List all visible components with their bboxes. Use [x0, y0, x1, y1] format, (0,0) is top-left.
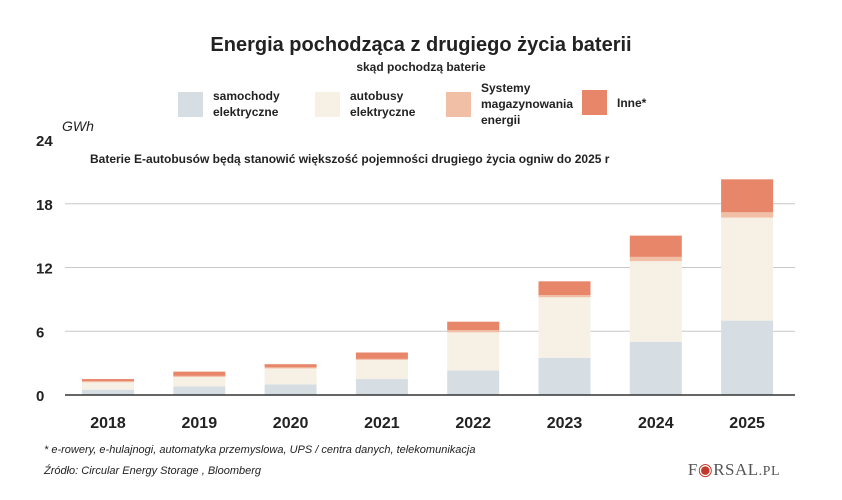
- source-note: Źródło: Circular Energy Storage , Bloomb…: [44, 465, 262, 477]
- bar-segment: [538, 295, 591, 298]
- legend-label: Inne*: [617, 95, 647, 110]
- bar-segment: [538, 357, 591, 395]
- x-tick-label: 2024: [638, 415, 674, 432]
- bar-segment: [629, 235, 682, 257]
- legend-swatch: [178, 91, 203, 117]
- bar-segment: [82, 379, 134, 382]
- bar-segment: [447, 370, 500, 395]
- legend-swatch: [315, 91, 340, 117]
- legend-item-magazynowanie: Systemy magazynowania energii: [446, 80, 573, 128]
- bar-segment: [721, 179, 774, 213]
- x-tick-label: 2025: [729, 415, 765, 432]
- bar-segment: [721, 217, 774, 321]
- footnote: * e-rowery, e-hulajnogi, automatyka prze…: [44, 444, 476, 456]
- bar-segment: [264, 384, 317, 395]
- legend-swatch: [446, 91, 471, 117]
- bar-segment: [447, 332, 500, 371]
- legend-item-autobusy: autobusy elektryczne: [315, 88, 415, 120]
- bar-segment: [355, 359, 408, 380]
- plot-area: 0 6 12 18 24 2018 2019 2020 2021 2022 2023 2024 2025: [36, 133, 795, 432]
- bar-segment: [538, 297, 591, 358]
- bar-segment: [264, 364, 317, 368]
- bar-segment: [629, 341, 682, 395]
- legend-item-inne: Inne*: [582, 90, 646, 115]
- legend-swatch: [582, 90, 607, 115]
- x-tick-label: 2018: [90, 415, 126, 432]
- bar-segment: [173, 386, 226, 395]
- bar-segment: [721, 320, 774, 395]
- bar-segment: [82, 389, 134, 395]
- x-tick-label: 2020: [273, 415, 309, 432]
- bar-segment: [447, 321, 500, 331]
- bar-segment: [629, 261, 682, 342]
- legend-label: samochody: [213, 89, 280, 103]
- y-axis-unit: GWh: [62, 118, 94, 134]
- bar-segment: [264, 368, 317, 385]
- bar-segment: [173, 375, 226, 377]
- legend-label: autobusy: [350, 89, 404, 103]
- y-tick-label: 12: [36, 261, 53, 278]
- y-tick-label: 0: [36, 388, 44, 405]
- y-tick-label: 18: [36, 197, 53, 214]
- bar-segment: [447, 330, 500, 333]
- bar-segment: [355, 379, 408, 395]
- bar-segment: [538, 281, 591, 296]
- bar-segment: [355, 358, 408, 360]
- chart-subtitle: skąd pochodzą baterie: [356, 60, 486, 74]
- bar-segment: [721, 212, 774, 218]
- x-tick-label: 2021: [364, 415, 400, 432]
- y-tick-label: 24: [36, 133, 53, 150]
- bar-segment: [173, 376, 226, 387]
- legend-item-samochody: samochody elektryczne: [178, 88, 280, 120]
- x-tick-label: 2022: [455, 415, 491, 432]
- x-tick-label: 2019: [182, 415, 218, 432]
- chart-title: Energia pochodząca z drugiego życia bate…: [210, 34, 632, 56]
- bar-segment: [264, 367, 317, 369]
- legend-label: elektryczne: [213, 105, 279, 119]
- bar-segment: [82, 381, 134, 383]
- forsal-logo: F◉RSAL.PL: [687, 460, 780, 479]
- legend-label: Systemy: [481, 81, 531, 95]
- legend-label: elektryczne: [350, 105, 416, 119]
- legend-label: energii: [481, 113, 521, 127]
- bar-segment: [82, 382, 134, 390]
- bar-segment: [629, 256, 682, 262]
- chart-annotation: Baterie E-autobusów będą stanowić większ…: [90, 152, 610, 166]
- legend-label: magazynowania: [481, 97, 574, 111]
- bar-segment: [173, 371, 226, 376]
- y-tick-label: 6: [36, 324, 44, 341]
- x-tick-label: 2023: [547, 415, 583, 432]
- bar-segment: [355, 352, 408, 359]
